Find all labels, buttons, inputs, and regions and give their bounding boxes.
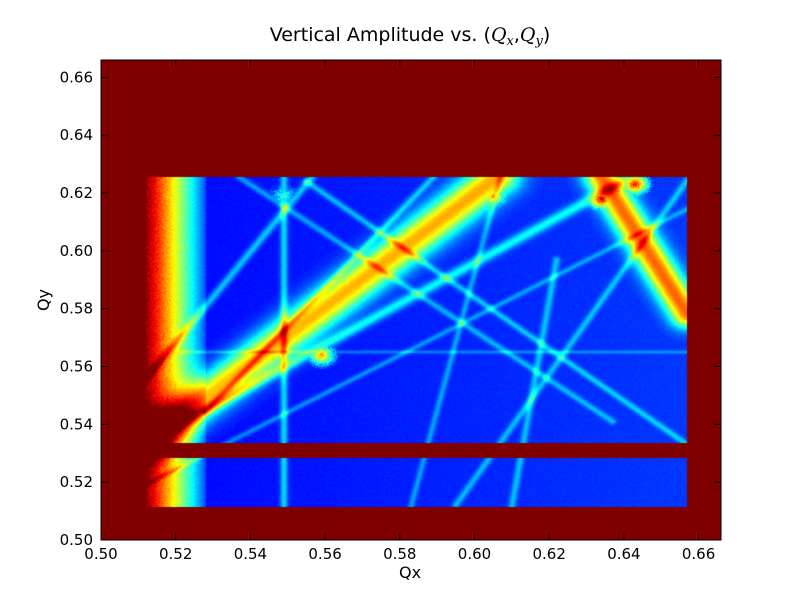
x-tick-label: 0.56: [308, 545, 341, 563]
y-tick-label: 0.52: [60, 473, 93, 491]
title-close-paren: ): [543, 24, 550, 46]
y-axis-label: Qy: [34, 289, 53, 311]
title-prefix: Vertical Amplitude vs.: [270, 24, 484, 46]
y-tick-label: 0.64: [60, 126, 93, 144]
title-sub-x: x: [507, 34, 515, 49]
y-tick-label: 0.58: [60, 300, 93, 318]
plot-frame: [100, 59, 722, 541]
y-tick-label: 0.62: [60, 184, 93, 202]
title-sub-y: y: [534, 34, 543, 49]
title-comma: ,: [514, 24, 520, 46]
y-tick-label: 0.50: [60, 531, 93, 549]
x-axis-label: Qx: [399, 563, 421, 582]
x-tick-label: 0.50: [84, 545, 117, 563]
title-open-paren: (: [484, 24, 491, 46]
x-tick-label: 0.58: [383, 545, 416, 563]
x-tick-label: 0.54: [234, 545, 267, 563]
x-axis: 0.50 0.52 0.54 0.56 0.58 0.60 0.62 0.64 0.66: [84, 60, 715, 563]
title-q-y: Q: [520, 24, 536, 46]
x-tick-label: 0.52: [159, 545, 192, 563]
x-tick-label: 0.64: [607, 545, 640, 563]
x-tick-label: 0.62: [532, 545, 565, 563]
x-tick-label: 0.60: [458, 545, 491, 563]
y-axis: 0.50 0.52 0.54 0.56 0.58 0.60 0.62 0.64 0.66: [60, 68, 721, 549]
heatmap-image: [101, 60, 721, 540]
y-tick-label: 0.56: [60, 358, 93, 376]
x-tick-label: 0.66: [682, 545, 715, 563]
chart-title: Vertical Amplitude vs. (Qx,Qy): [270, 24, 551, 49]
y-tick-label: 0.54: [60, 415, 93, 433]
title-q-x: Q: [491, 24, 507, 46]
y-tick-label: 0.60: [60, 242, 93, 260]
y-tick-label: 0.66: [60, 68, 93, 86]
